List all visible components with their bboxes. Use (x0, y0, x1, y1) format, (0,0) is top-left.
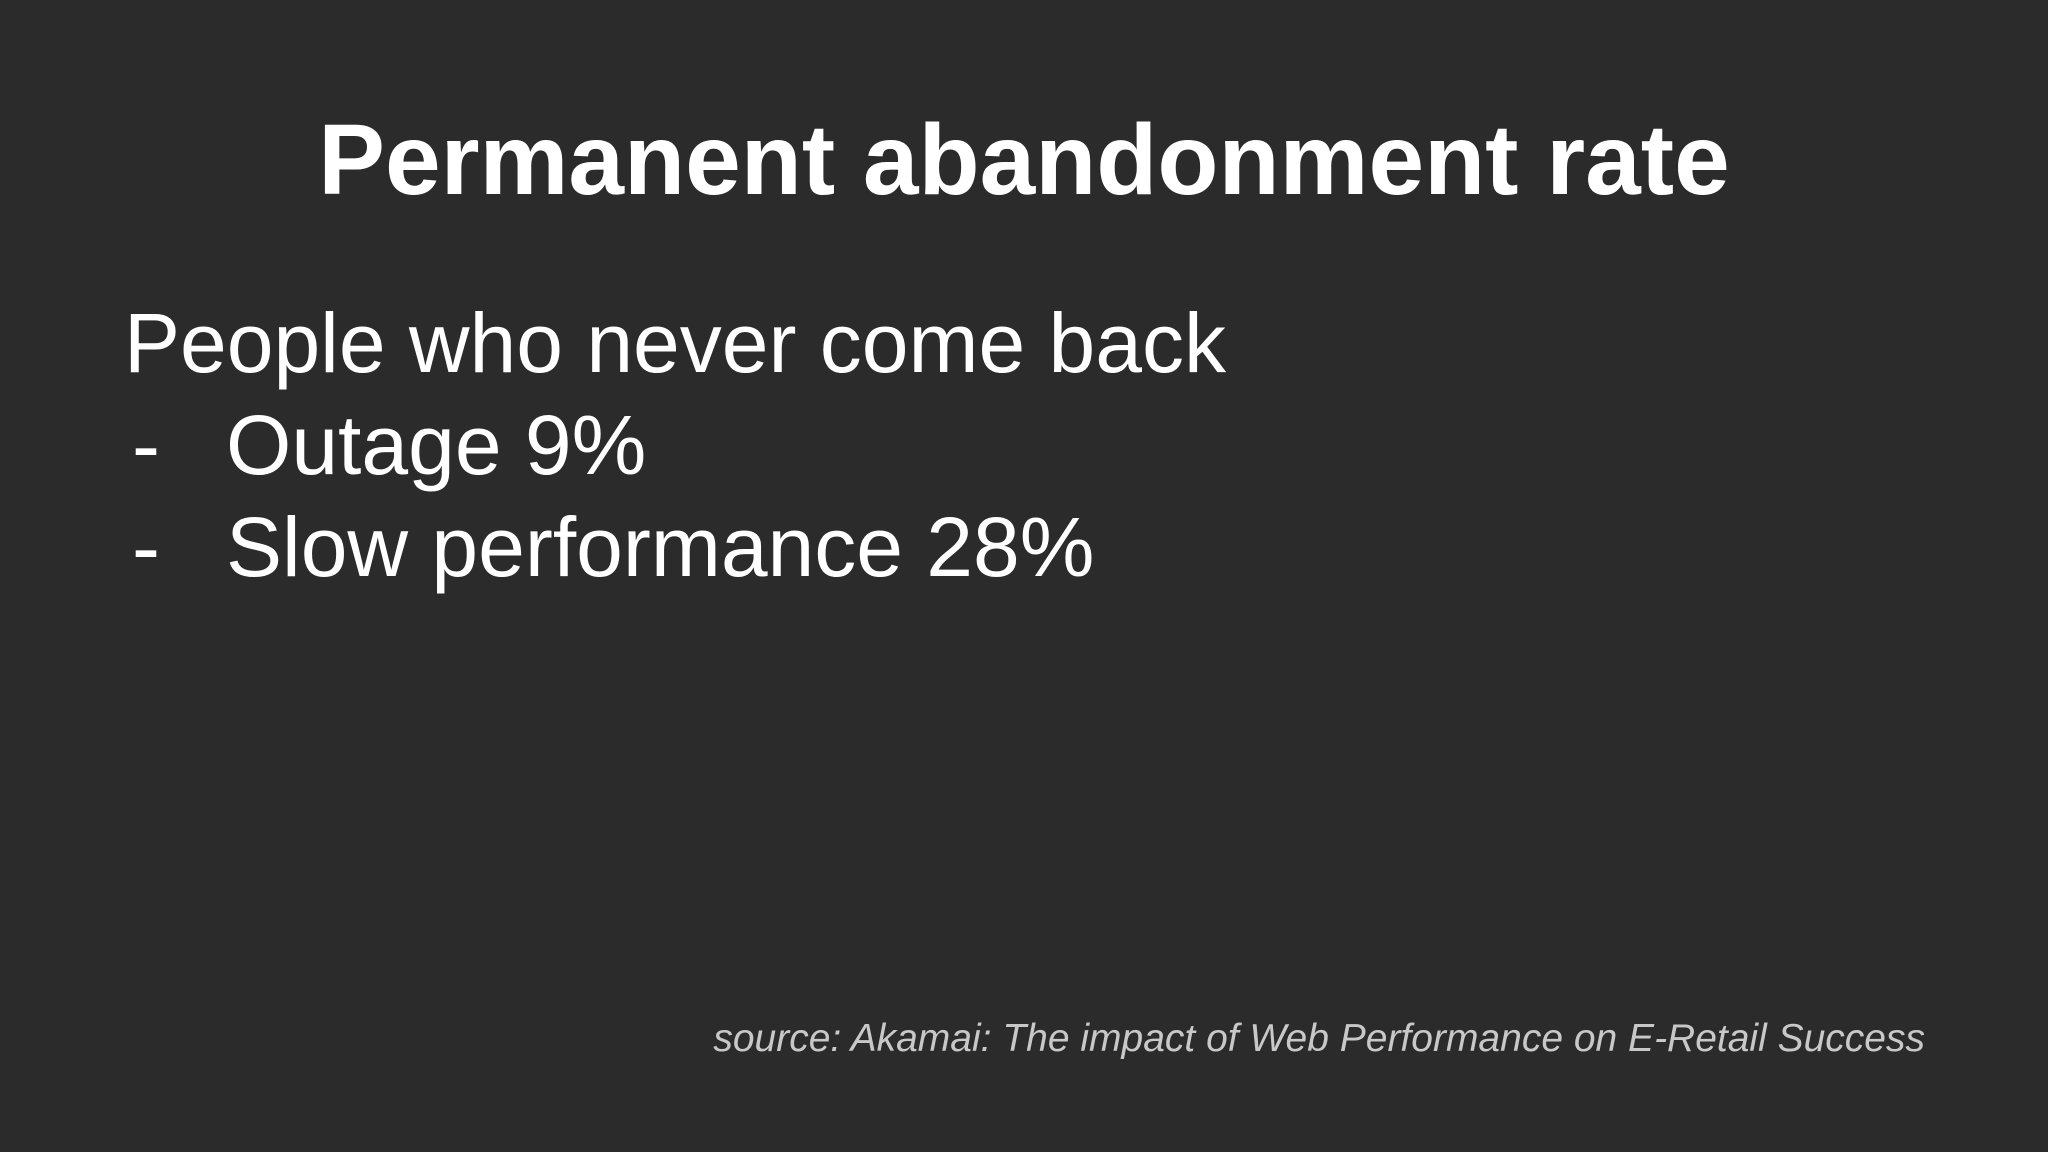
slide-title: Permanent abandonment rate (318, 104, 1730, 216)
bullet-text: Outage 9% (226, 398, 647, 492)
source-citation: source: Akamai: The impact of Web Perfor… (713, 1017, 1925, 1060)
bullet-item-slow-performance: - Slow performance 28% (124, 496, 1226, 598)
lead-text: People who never come back (124, 296, 1226, 390)
slide-body: People who never come back - Outage 9% -… (124, 292, 1226, 598)
bullet-item-outage: - Outage 9% (124, 394, 1226, 496)
bullet-marker: - (132, 398, 160, 492)
bullet-list: - Outage 9% - Slow performance 28% (124, 394, 1226, 598)
bullet-marker: - (132, 500, 160, 594)
bullet-text: Slow performance 28% (226, 500, 1095, 594)
